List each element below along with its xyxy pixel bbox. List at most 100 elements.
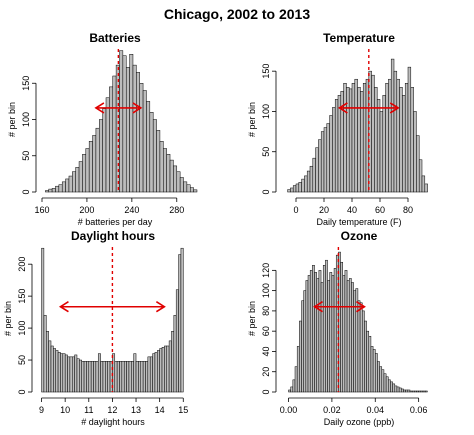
histogram-bar [329, 115, 333, 193]
x-tick-label: 10 [60, 405, 70, 415]
histogram-bar [306, 170, 311, 193]
histogram-bar [133, 353, 137, 393]
histogram-bar [55, 185, 60, 193]
histogram-bar [357, 300, 361, 393]
histogram-bar [90, 361, 94, 393]
y-tick-label: 150 [261, 64, 271, 79]
histogram-bar [404, 83, 409, 193]
x-tick-label: 160 [34, 205, 49, 215]
histogram-bar [95, 127, 100, 193]
y-tick-label: 0 [17, 389, 27, 394]
spread-arrow-right-head [132, 102, 143, 114]
x-tick-label: 0 [293, 205, 298, 215]
histogram-bar [88, 141, 93, 193]
spread-arrow-left-head [313, 301, 323, 313]
histogram-bar [140, 361, 144, 393]
histogram-bar [78, 161, 83, 193]
y-tick-label: 50 [21, 151, 31, 161]
histogram-bar [72, 356, 75, 393]
histogram-bar [398, 387, 402, 393]
y-tick-label: 120 [261, 263, 271, 278]
histogram-bar [340, 261, 343, 393]
x-tick-label: 40 [347, 205, 357, 215]
histogram-bar [85, 148, 90, 193]
histogram-bar [351, 282, 354, 393]
histogram-bar [186, 184, 191, 193]
spread-arrow-left-head [58, 301, 69, 313]
x-tick-label: 0.00 [280, 405, 298, 415]
histogram-bar [388, 379, 391, 393]
histogram-bar [82, 154, 87, 193]
y-tick-label: 100 [261, 283, 271, 298]
histogram-bar [377, 361, 380, 393]
histogram-bar [132, 64, 137, 193]
y-tick-label: 150 [17, 289, 27, 304]
histogram-bar [385, 376, 389, 393]
histogram-bar [122, 55, 127, 193]
y-axis-label: # per bin [7, 102, 17, 137]
histogram-bar [390, 58, 395, 193]
histogram-bar [147, 356, 151, 393]
y-tick-label: 20 [261, 367, 271, 377]
histogram-bar [159, 348, 163, 393]
histogram-bar [105, 361, 108, 393]
x-tick-label: 80 [403, 205, 413, 215]
histogram-bar [193, 189, 198, 193]
histogram-bar [309, 270, 313, 393]
x-axis: 9 10 11 12 13 14 15 # daylight hours [39, 397, 188, 427]
histogram-bar [379, 111, 384, 193]
histogram-bar [161, 347, 165, 393]
histogram-bar [290, 187, 294, 193]
histogram-bar [152, 119, 157, 193]
histogram-bar [123, 361, 127, 393]
y-tick-label: 0 [261, 189, 271, 194]
histogram-bar [355, 288, 359, 393]
histogram-bar [382, 95, 386, 193]
panel-title: Ozone [341, 229, 378, 243]
x-tick-label: 0.02 [323, 405, 341, 415]
y-tick-label: 0 [21, 189, 31, 194]
histogram-bar [320, 131, 325, 193]
histogram-bar [95, 361, 99, 393]
histogram-bar [69, 356, 73, 393]
histogram-bar [360, 91, 364, 193]
histogram-bar [420, 390, 424, 393]
histogram-bar [60, 353, 64, 393]
y-axis: 0 50 100 150 200 # per bin [3, 257, 33, 395]
histogram-bar [385, 83, 389, 193]
histogram-bar [421, 175, 426, 193]
spread-arrow-left-head [94, 102, 105, 114]
histogram-bar [390, 381, 393, 393]
x-tick-label: 60 [375, 205, 385, 215]
histogram-bar [351, 83, 356, 193]
histogram-bar [100, 361, 104, 393]
histogram-bar [142, 361, 146, 393]
histogram-bar [323, 127, 328, 193]
histogram-bar [414, 390, 417, 393]
histogram-bar [333, 268, 337, 393]
spread-arrow-right-head [355, 301, 366, 313]
y-tick-label: 80 [261, 306, 271, 316]
histogram-bar [156, 130, 161, 193]
histogram-bar [48, 188, 53, 193]
histogram-bar [173, 165, 178, 193]
histogram-bar [305, 280, 309, 393]
y-tick-label: 50 [17, 355, 27, 365]
histogram-bar [121, 361, 125, 393]
histogram-bar [86, 361, 90, 393]
histogram-bar [337, 95, 342, 193]
histogram-bar [399, 87, 403, 193]
histogram-bars [287, 58, 428, 193]
histogram-bar [43, 315, 47, 393]
panel-title: Daylight hours [71, 229, 155, 243]
histogram-bar [292, 379, 296, 393]
histogram-bar [393, 70, 398, 193]
histogram-bar [139, 83, 144, 193]
histogram-bar [353, 290, 356, 393]
histogram-bar [329, 272, 333, 393]
histogram-bar [370, 346, 374, 393]
histogram-bar [309, 165, 314, 193]
histogram-bar [409, 390, 413, 393]
histogram-bar [136, 72, 140, 193]
